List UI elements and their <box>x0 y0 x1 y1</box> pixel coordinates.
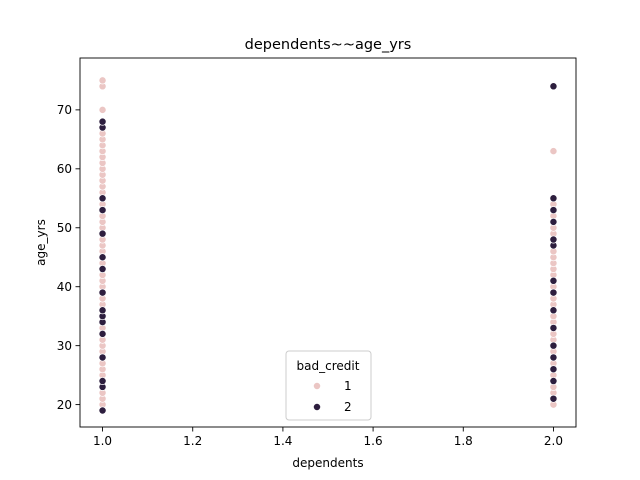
data-point <box>549 276 558 285</box>
legend-marker-1 <box>313 382 321 390</box>
data-point <box>549 206 558 215</box>
x-tick-label: 1.6 <box>364 434 383 448</box>
data-point <box>549 394 558 403</box>
data-point <box>549 353 558 362</box>
data-point <box>549 288 558 297</box>
data-point <box>98 105 107 114</box>
data-point <box>549 82 558 91</box>
data-point <box>549 217 558 226</box>
y-tick-label: 70 <box>57 103 72 117</box>
x-tick-label: 1.0 <box>93 434 112 448</box>
data-point <box>98 265 107 273</box>
data-point <box>549 377 558 385</box>
y-tick-label: 30 <box>57 339 72 353</box>
data-point <box>549 341 558 350</box>
points-layer <box>98 76 558 415</box>
data-point <box>549 365 558 374</box>
legend: bad_credit 1 2 <box>285 350 372 421</box>
x-tick-label: 2.0 <box>544 434 563 448</box>
y-tick-label: 20 <box>57 398 72 412</box>
data-point <box>98 229 107 238</box>
x-axis-ticks: 1.0 1.2 1.4 1.6 1.8 2.0 <box>93 427 563 448</box>
data-point <box>98 117 107 126</box>
legend-label-2: 2 <box>344 400 352 414</box>
legend-label-1: 1 <box>344 379 352 393</box>
plot-frame <box>79 57 577 428</box>
data-point <box>549 324 558 332</box>
x-axis-label: dependents <box>292 456 363 470</box>
data-point <box>98 353 107 362</box>
chart-title: dependents~~age_yrs <box>245 37 412 53</box>
data-point <box>549 306 558 315</box>
data-point <box>549 147 558 156</box>
legend-title: bad_credit <box>297 359 360 373</box>
data-point <box>98 253 107 262</box>
data-point <box>98 329 107 338</box>
y-axis-label: age_yrs <box>34 219 48 266</box>
data-point <box>98 377 107 385</box>
y-axis-ticks: 20 30 40 50 60 70 <box>57 103 80 412</box>
data-point <box>98 76 107 85</box>
x-tick-label: 1.8 <box>454 434 473 448</box>
x-tick-label: 1.4 <box>273 434 292 448</box>
data-point <box>549 235 558 244</box>
legend-frame <box>285 350 372 421</box>
data-point <box>549 194 558 203</box>
x-tick-label: 1.2 <box>183 434 202 448</box>
data-point <box>98 406 107 415</box>
y-tick-label: 40 <box>57 280 72 294</box>
data-point <box>98 206 107 215</box>
data-point <box>98 194 107 203</box>
legend-marker-2 <box>313 403 321 411</box>
data-point <box>98 288 107 297</box>
y-tick-label: 50 <box>57 221 72 235</box>
y-tick-label: 60 <box>57 162 72 176</box>
data-point <box>98 306 107 315</box>
